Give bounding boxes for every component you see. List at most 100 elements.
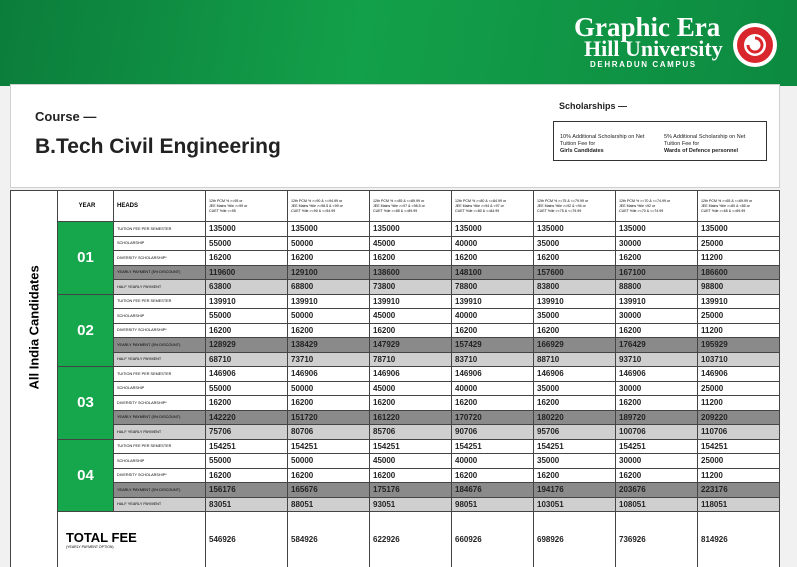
fee-value: 129100 — [287, 264, 370, 280]
fee-value: 40000 — [451, 308, 534, 324]
fee-value: 16200 — [615, 395, 698, 411]
fee-value: 108051 — [615, 496, 698, 512]
fee-value: 35000 — [533, 453, 616, 469]
fee-value: 11200 — [697, 322, 780, 338]
year-cell: 01 — [57, 221, 114, 295]
fee-value: 16200 — [287, 322, 370, 338]
fee-value: 16200 — [533, 250, 616, 266]
criteria-header: 12th PCM % >=85 & <=89.99 or JEE Mains %i… — [369, 190, 452, 222]
fee-value: 151720 — [287, 409, 370, 425]
fee-value: 83051 — [205, 496, 288, 512]
head-cell: SCHOLARSHIP — [113, 235, 206, 251]
fee-value: 223176 — [697, 482, 780, 498]
fee-value: 186600 — [697, 264, 780, 280]
fee-value: 157600 — [533, 264, 616, 280]
fee-row: 04 TUITION FEE PER SEMESTER 154251 154251 15… — [11, 438, 780, 512]
fee-row: YEARLY PAYMENT (5% DISCOUNT) 156176 165676… — [11, 482, 780, 498]
fee-value: 88710 — [533, 351, 616, 367]
fee-value: 135000 — [615, 221, 698, 237]
fee-value: 148100 — [451, 264, 534, 280]
fee-value: 75706 — [205, 424, 288, 440]
head-cell: YEARLY PAYMENT (5% DISCOUNT) — [113, 264, 206, 280]
fee-value: 165676 — [287, 482, 370, 498]
fee-row: DIVERSITY SCHOLARSHIP* 16200 16200 16200 162… — [11, 322, 780, 338]
fee-value: 147929 — [369, 337, 452, 353]
fee-value: 30000 — [615, 380, 698, 396]
criteria-header: 12th PCM % >=65 & <=69.99 or JEE Mains %i… — [697, 190, 780, 222]
criteria-header: 12th PCM % >=95 or JEE Mains %ile >=99 or… — [205, 190, 288, 222]
head-cell: HALF YEARLY PAYMENT — [113, 496, 206, 512]
fee-value: 25000 — [697, 380, 780, 396]
fee-value: 50000 — [287, 308, 370, 324]
criteria-line: 12th PCM % >=80 & <=84.99 or — [455, 198, 507, 203]
criteria-header: 12th PCM % >=90 & <=94.99 or JEE Mains %i… — [287, 190, 370, 222]
fee-value: 135000 — [533, 221, 616, 237]
fee-value: 50000 — [287, 235, 370, 251]
fee-value: 35000 — [533, 380, 616, 396]
header-row: All India Candidates YEAR HEADS 12th PCM % … — [10, 190, 780, 567]
fee-value: 83800 — [533, 279, 616, 295]
fee-value: 95706 — [533, 424, 616, 440]
fee-row: SCHOLARSHIP 55000 50000 45000 40000 35000 3000… — [11, 453, 780, 469]
fee-value: 194176 — [533, 482, 616, 498]
criteria-line: JEE Mains %ile >=98.5 & <99 or — [291, 203, 343, 208]
fee-value: 135000 — [451, 221, 534, 237]
fee-value: 16200 — [287, 467, 370, 483]
total-note: (YEARLY PAYMENT OPTION) — [66, 545, 114, 549]
fee-value: 156176 — [205, 482, 288, 498]
fee-value: 135000 — [369, 221, 452, 237]
fee-value: 83710 — [451, 351, 534, 367]
fee-row: HALF YEARLY PAYMENT 75706 80706 85706 90706 9… — [11, 424, 780, 440]
head-cell: YEARLY PAYMENT (5% DISCOUNT) — [113, 409, 206, 425]
fee-value: 16200 — [451, 467, 534, 483]
fee-row: 02 TUITION FEE PER SEMESTER 139910 139910 13… — [11, 293, 780, 367]
fee-value: 55000 — [205, 308, 288, 324]
criteria-line: 12th PCM % >=70 & <=74.99 or — [619, 198, 671, 203]
fee-value: 139910 — [451, 293, 534, 309]
fee-value: 170720 — [451, 409, 534, 425]
fee-value: 16200 — [615, 467, 698, 483]
fee-value: 16200 — [533, 467, 616, 483]
fee-value: 16200 — [451, 395, 534, 411]
fee-value: 103710 — [697, 351, 780, 367]
fee-value: 40000 — [451, 380, 534, 396]
fee-value: 16200 — [451, 250, 534, 266]
fee-value: 90706 — [451, 424, 534, 440]
head-cell: YEARLY PAYMENT (5% DISCOUNT) — [113, 482, 206, 498]
fee-value: 11200 — [697, 395, 780, 411]
criteria-header: 12th PCM % >=75 & <=79.99 or JEE Mains %i… — [533, 190, 616, 222]
fee-value: 146906 — [533, 366, 616, 382]
year-cell: 03 — [57, 366, 114, 440]
fee-value: 73800 — [369, 279, 452, 295]
fee-value: 93051 — [369, 496, 452, 512]
fee-value: 103051 — [533, 496, 616, 512]
fee-value: 154251 — [451, 438, 534, 454]
fee-row: SCHOLARSHIP 55000 50000 45000 40000 35000 3000… — [11, 380, 780, 396]
fee-value: 16200 — [369, 250, 452, 266]
fee-value: 88051 — [287, 496, 370, 512]
fee-value: 88800 — [615, 279, 698, 295]
criteria-line: CUET %ile >=90 & <=94.99 — [291, 208, 336, 213]
fee-row: HALF YEARLY PAYMENT 83051 88051 93051 98051 1… — [11, 496, 780, 512]
fee-value: 189720 — [615, 409, 698, 425]
course-label: Course — — [35, 109, 97, 124]
total-row: TOTAL FEE (YEARLY PAYMENT OPTION) 546926 58… — [11, 511, 780, 567]
head-cell: HALF YEARLY PAYMENT — [113, 424, 206, 440]
scholarships-box: 10% Additional Scholarship on Net Tuitio… — [553, 121, 767, 161]
fee-row: HALF YEARLY PAYMENT 63800 68800 73800 78800 8… — [11, 279, 780, 295]
criteria-line: JEE Mains %ile <92 or — [619, 203, 656, 208]
fee-value: 16200 — [533, 322, 616, 338]
fee-value: 16200 — [205, 467, 288, 483]
fee-value: 30000 — [615, 308, 698, 324]
fee-value: 45000 — [369, 453, 452, 469]
fee-row: YEARLY PAYMENT (5% DISCOUNT) 119600 129100… — [11, 264, 780, 280]
fee-row: YEARLY PAYMENT (5% DISCOUNT) 142220 151720… — [11, 409, 780, 425]
scholarship-text: 5% Additional Scholarship on Net Tuition… — [664, 134, 746, 147]
fee-row: 01 TUITION FEE PER SEMESTER 135000 135000 13… — [11, 221, 780, 295]
fee-value: 16200 — [369, 322, 452, 338]
course-name: B.Tech Civil Engineering — [35, 135, 281, 158]
year-cell: 02 — [57, 293, 114, 367]
fee-row: DIVERSITY SCHOLARSHIP* 16200 16200 16200 162… — [11, 250, 780, 266]
scholarship-emphasis: Girls Candidates — [560, 148, 604, 154]
total-value: 660926 — [451, 511, 534, 567]
